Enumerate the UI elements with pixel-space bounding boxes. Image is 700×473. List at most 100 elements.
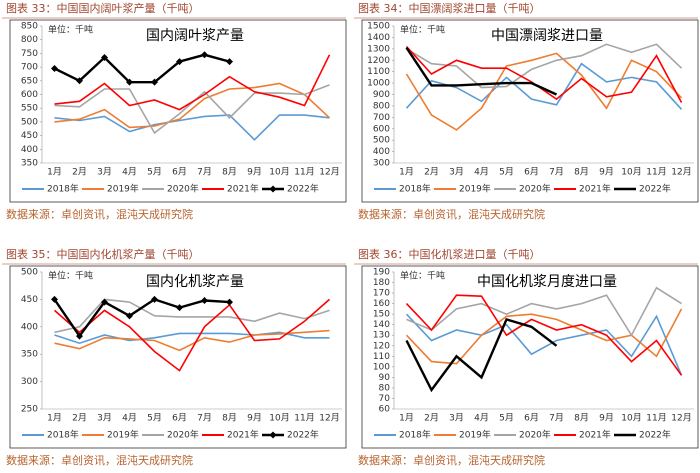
source-note: 数据来源：卓创资讯，混沌天成研究院	[6, 453, 193, 467]
series-marker	[176, 58, 183, 66]
x-tick-label: 5月	[147, 167, 162, 178]
series-line	[405, 317, 558, 393]
chart-frame	[361, 19, 699, 203]
x-tick-label: 6月	[172, 413, 187, 424]
y-tick-label: 350	[21, 159, 38, 169]
legend-label: 2020年	[167, 429, 199, 441]
x-tick-label: 10月	[269, 413, 289, 424]
source-note: 数据来源：卓创资讯，混沌天成研究院	[6, 207, 193, 221]
series-marker	[176, 304, 183, 312]
legend-label: 2022年	[287, 429, 319, 441]
x-tick-label: 8月	[222, 413, 237, 424]
series-line	[53, 298, 230, 339]
x-tick-label: 3月	[449, 413, 464, 424]
y-tick-label: 500	[21, 268, 38, 278]
series-line	[406, 286, 682, 337]
chart-frame	[9, 265, 347, 449]
series-line	[54, 54, 331, 111]
x-tick-label: 12月	[671, 413, 691, 424]
legend-marker	[269, 185, 277, 193]
legend-label: 2021年	[579, 429, 611, 441]
legend-label: 2019年	[107, 429, 139, 441]
y-tick-label: 80	[379, 383, 391, 393]
x-tick-label: 1月	[399, 167, 414, 178]
chart-title: 中国化机浆月度进口量	[477, 274, 617, 290]
y-tick-label: 800	[373, 101, 390, 111]
x-tick-label: 10月	[269, 167, 289, 178]
x-tick-label: 2月	[424, 167, 439, 178]
y-tick-label: 90	[379, 373, 391, 383]
chart-frame	[361, 265, 699, 449]
y-tick-label: 140	[373, 320, 390, 330]
x-tick-label: 1月	[47, 167, 62, 178]
y-tick-label: 1300	[367, 44, 390, 54]
y-tick-label: 60	[379, 405, 391, 415]
y-tick-label: 450	[21, 131, 38, 141]
y-tick-label: 1200	[367, 56, 390, 66]
series-marker	[201, 296, 208, 304]
legend-marker	[269, 431, 277, 439]
y-tick-label: 400	[21, 145, 38, 155]
y-tick-label: 1500	[367, 22, 390, 32]
series-marker	[101, 298, 108, 306]
x-tick-label: 8月	[222, 167, 237, 178]
legend-label: 2018年	[47, 183, 79, 195]
legend-label: 2021年	[227, 183, 259, 195]
legend-label: 2020年	[167, 183, 199, 195]
y-tick-label: 350	[21, 350, 38, 360]
x-tick-label: 3月	[97, 413, 112, 424]
series-line	[54, 114, 330, 141]
legend-label: 2021年	[227, 429, 259, 441]
x-tick-label: 9月	[599, 413, 614, 424]
y-tick-label: 700	[373, 113, 390, 123]
x-tick-label: 3月	[97, 167, 112, 178]
series-marker	[51, 295, 58, 303]
series-marker	[126, 312, 133, 320]
x-tick-label: 2月	[72, 413, 87, 424]
x-tick-label: 5月	[499, 167, 514, 178]
series-line	[53, 298, 331, 372]
x-tick-label: 9月	[247, 413, 262, 424]
series-line	[405, 52, 683, 131]
series-marker	[51, 64, 58, 72]
y-tick-label: 1100	[367, 67, 390, 77]
y-tick-label: 250	[21, 405, 38, 415]
series-marker	[151, 295, 158, 303]
series-marker	[76, 332, 83, 340]
series-line	[54, 82, 331, 129]
legend-label: 2022年	[639, 183, 671, 195]
legend-label: 2019年	[459, 429, 491, 441]
series-marker	[76, 77, 83, 85]
legend-label: 2018年	[399, 183, 431, 195]
x-tick-label: 4月	[122, 167, 137, 178]
series-marker	[201, 51, 208, 59]
x-tick-label: 5月	[147, 413, 162, 424]
x-tick-label: 5月	[499, 413, 514, 424]
series-line	[54, 298, 330, 334]
y-tick-label: 450	[21, 295, 38, 305]
source-note: 数据来源：卓创资讯，混沌天成研究院	[358, 453, 545, 467]
series-marker	[126, 78, 133, 86]
x-tick-label: 7月	[549, 167, 564, 178]
x-tick-label: 8月	[574, 413, 589, 424]
unit-label: 单位：千吨	[400, 24, 445, 36]
x-tick-label: 11月	[646, 167, 666, 178]
y-tick-label: 170	[373, 289, 390, 299]
x-tick-label: 1月	[47, 413, 62, 424]
y-tick-label: 650	[21, 76, 38, 86]
x-tick-label: 12月	[319, 167, 339, 178]
x-tick-label: 11月	[646, 413, 666, 424]
x-tick-label: 12月	[319, 413, 339, 424]
y-tick-label: 100	[373, 362, 390, 372]
x-tick-label: 12月	[671, 167, 691, 178]
figure-caption: 图表 34：中国漂阔浆进口量（千吨）	[358, 1, 541, 15]
x-tick-label: 2月	[72, 167, 87, 178]
series-line	[405, 47, 557, 96]
figure-caption: 图表 33：中国国内阔叶浆产量（千吨）	[6, 1, 200, 15]
legend-label: 2020年	[519, 183, 551, 195]
y-tick-label: 70	[379, 394, 391, 404]
y-tick-label: 120	[373, 341, 390, 351]
x-tick-label: 8月	[574, 167, 589, 178]
chart-title: 中国漂阔浆进口量	[491, 28, 603, 44]
